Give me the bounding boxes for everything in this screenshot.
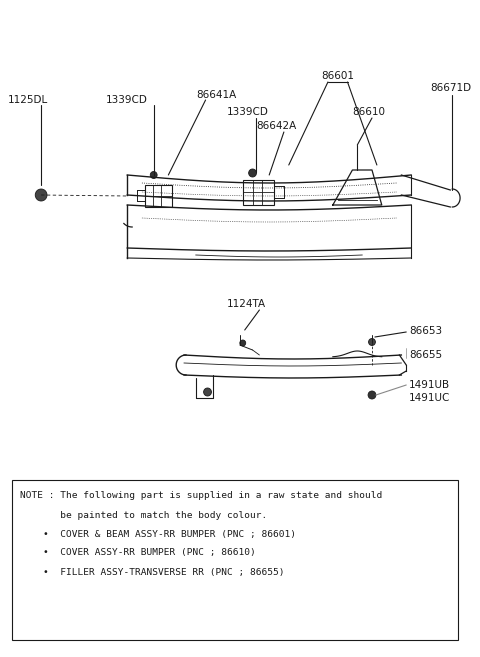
- Text: 86601: 86601: [321, 71, 354, 81]
- Text: 86653: 86653: [409, 326, 442, 336]
- Circle shape: [368, 391, 376, 399]
- Bar: [12, 480, 458, 640]
- Circle shape: [369, 338, 375, 346]
- Text: 1491UC: 1491UC: [409, 393, 451, 403]
- Text: •  COVER ASSY-RR BUMPER (PNC ; 86610): • COVER ASSY-RR BUMPER (PNC ; 86610): [20, 549, 255, 558]
- Circle shape: [35, 189, 47, 201]
- Text: •  FILLER ASSY-TRANSVERSE RR (PNC ; 86655): • FILLER ASSY-TRANSVERSE RR (PNC ; 86655…: [20, 568, 284, 576]
- Text: 1125DL: 1125DL: [8, 95, 48, 105]
- Text: 86671D: 86671D: [431, 83, 472, 93]
- Bar: [145, 185, 172, 207]
- Text: 86610: 86610: [352, 107, 385, 117]
- Circle shape: [249, 169, 256, 177]
- Circle shape: [204, 388, 212, 396]
- Text: 86641A: 86641A: [196, 90, 236, 100]
- Text: 1491UB: 1491UB: [409, 380, 450, 390]
- Circle shape: [240, 340, 246, 346]
- Text: 1339CD: 1339CD: [106, 95, 147, 105]
- Text: NOTE : The following part is supplied in a raw state and should: NOTE : The following part is supplied in…: [20, 491, 382, 501]
- Text: 1339CD: 1339CD: [227, 107, 269, 117]
- Text: 86655: 86655: [409, 350, 442, 360]
- Text: 1124TA: 1124TA: [227, 299, 266, 309]
- Text: 86642A: 86642A: [256, 121, 297, 131]
- Text: be painted to match the body colour.: be painted to match the body colour.: [20, 510, 267, 520]
- Text: •  COVER & BEAM ASSY-RR BUMPER (PNC ; 86601): • COVER & BEAM ASSY-RR BUMPER (PNC ; 866…: [20, 530, 296, 539]
- Circle shape: [150, 171, 157, 179]
- Bar: [243, 180, 274, 205]
